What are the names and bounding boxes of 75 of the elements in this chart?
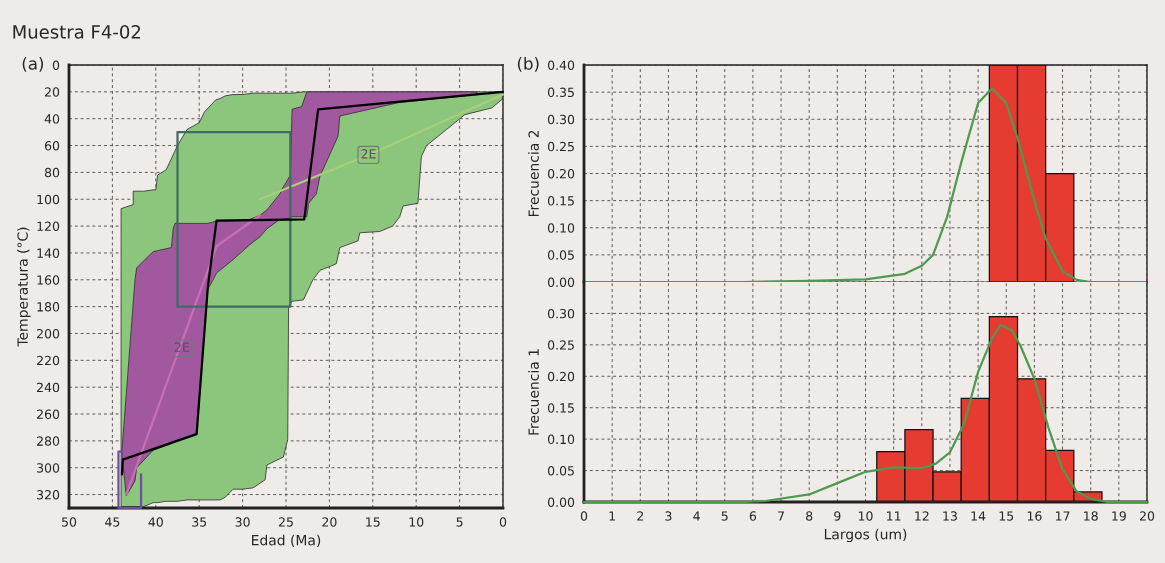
y-tick-label: 0.05 — [547, 466, 574, 476]
annotation: 2E — [361, 149, 376, 159]
x-tick-label: 10 — [409, 517, 424, 527]
x-tick-label: 10 — [858, 511, 873, 521]
x-tick-label: 7 — [778, 511, 784, 521]
y-tick-label: 0.15 — [547, 403, 574, 413]
x-tick-label: 3 — [665, 511, 672, 521]
text: (a) — [22, 56, 44, 72]
x-tick-label: 5 — [721, 511, 728, 521]
x-axis-title: Edad (Ma) — [252, 534, 321, 548]
y-tick-label: 280 — [37, 436, 60, 446]
text: (b) — [517, 56, 539, 72]
x-tick-label: 17 — [1055, 511, 1070, 521]
x-tick-label: 1 — [609, 511, 615, 521]
annotation: 2E — [174, 342, 189, 352]
x-tick-label: 5 — [456, 517, 463, 527]
chart-title: Muestra F4-02 — [13, 25, 141, 39]
y-tick-label: 100 — [37, 194, 60, 205]
x-tick-label: 18 — [1084, 511, 1098, 521]
y-tick-label: 180 — [37, 302, 60, 312]
y-tick-label: 0.30 — [547, 114, 575, 125]
x-tick-label: 20 — [322, 517, 337, 527]
x-tick-label: 0 — [580, 511, 588, 521]
x-tick-label: 15 — [366, 517, 380, 527]
x-tick-label: 8 — [806, 511, 813, 521]
y-tick-label: 140 — [37, 248, 60, 258]
x-tick-label: 4 — [693, 511, 700, 521]
x-tick-label: 20 — [1139, 511, 1155, 521]
x-tick-label: 14 — [971, 511, 986, 521]
x-tick-label: 15 — [999, 511, 1014, 521]
y-tick-label: 0.40 — [547, 60, 575, 70]
x-tick-label: 45 — [105, 517, 120, 527]
y-tick-label: 40 — [44, 114, 60, 124]
y-tick-label: 0.20 — [547, 168, 575, 179]
y-tick-label: 300 — [37, 463, 60, 473]
y-tick-label: 0.10 — [547, 434, 575, 445]
y-tick-label: 0.25 — [547, 340, 574, 350]
x-tick-label: 12 — [915, 511, 929, 521]
y-tick-label: 0.25 — [547, 141, 574, 152]
x-tick-label: 0 — [499, 517, 507, 527]
y-tick-label: 60 — [44, 141, 60, 151]
x-tick-label: 25 — [278, 517, 293, 527]
x-tick-label: 2 — [637, 511, 644, 521]
y-tick-label: 0 — [52, 60, 60, 70]
y-axis-title: Frecuencia 2 — [528, 130, 539, 217]
y-axis-title: Temperatura (°C) — [17, 227, 31, 347]
y-axis-title: Frecuencia 1 — [528, 349, 539, 435]
y-tick-label: 20 — [44, 87, 60, 97]
x-tick-label: 9 — [834, 511, 841, 521]
x-tick-label: 6 — [749, 511, 757, 521]
y-tick-label: 80 — [44, 167, 60, 178]
x-tick-label: 19 — [1112, 511, 1126, 521]
y-tick-label: 0.00 — [547, 277, 575, 287]
y-tick-label: 200 — [37, 328, 60, 339]
y-tick-label: 0.20 — [547, 371, 575, 382]
y-tick-label: 0.00 — [547, 497, 575, 507]
x-tick-label: 40 — [148, 517, 163, 527]
x-tick-label: 35 — [192, 517, 207, 527]
y-tick-label: 0.10 — [547, 223, 575, 233]
x-axis-title: Largos (um) — [824, 528, 907, 543]
y-tick-label: 260 — [37, 409, 60, 419]
y-tick-label: 0.05 — [547, 250, 574, 260]
y-tick-label: 0.30 — [547, 308, 575, 319]
y-tick-label: 0.15 — [547, 196, 574, 206]
y-tick-label: 220 — [37, 355, 60, 366]
y-tick-label: 120 — [37, 221, 60, 232]
y-tick-label: 160 — [37, 275, 60, 285]
x-tick-label: 16 — [1027, 511, 1042, 521]
y-tick-label: 240 — [37, 382, 60, 393]
y-tick-label: 0.35 — [547, 87, 574, 98]
x-tick-label: 11 — [887, 511, 901, 521]
x-tick-label: 50 — [62, 517, 77, 527]
x-tick-label: 13 — [943, 511, 957, 521]
y-tick-label: 320 — [37, 490, 60, 500]
x-tick-label: 30 — [235, 517, 250, 527]
